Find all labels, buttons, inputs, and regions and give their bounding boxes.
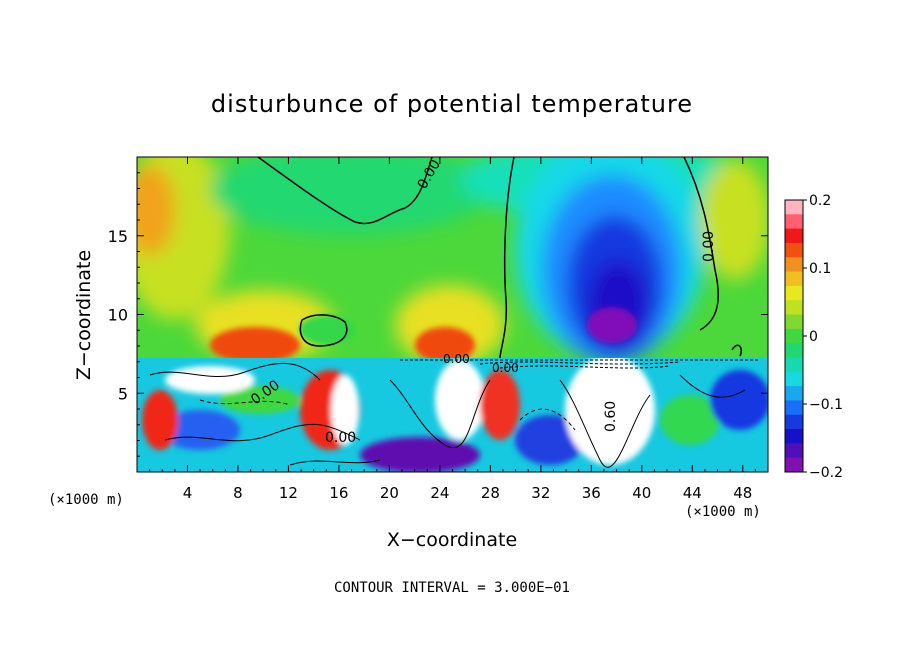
colorbar-ticks: 0.2 0.1 0 −0.1 −0.2 (803, 193, 843, 481)
y-tick-label: 15 (108, 227, 128, 246)
colorbar-swatch (785, 300, 803, 316)
x-tick-label: 40 (632, 484, 651, 502)
field-blob-green-box (299, 315, 355, 345)
colorbar-swatch (785, 285, 803, 301)
x-tick-label: 44 (683, 484, 702, 502)
x-unit-label: (×1000 m) (685, 504, 761, 520)
x-tick-label: 16 (329, 484, 348, 502)
field-lower-green-2 (660, 395, 720, 445)
contour-band (400, 359, 760, 369)
x-tick-label: 24 (430, 484, 449, 502)
x-tick-label: 36 (582, 484, 601, 502)
field-lower-red-3 (142, 390, 178, 450)
field-lower-white-1 (331, 375, 359, 445)
field-lower-blue-3 (710, 370, 768, 430)
colorbar-swatch (785, 386, 803, 401)
colorbar (784, 199, 804, 473)
upper-contours (257, 157, 743, 358)
field-lower-green-1 (220, 386, 300, 414)
x-tick-label: 28 (481, 484, 500, 502)
colorbar-tick-label: −0.2 (809, 465, 843, 481)
y-axis-ticks: 5 10 15 (108, 172, 768, 457)
colorbar-swatch (785, 443, 803, 459)
field-lower-white-3 (565, 358, 655, 465)
contour-interval-footer: CONTOUR INTERVAL = 3.000E−01 (334, 580, 570, 596)
lower-contours (149, 362, 746, 468)
x-tick-label: 12 (279, 484, 298, 502)
x-tick-label: 4 (183, 484, 193, 502)
field-lower-purple-1 (360, 437, 480, 472)
y-tick-label: 5 (118, 384, 128, 403)
colorbar-swatch (785, 200, 803, 215)
colorbar-swatch (785, 429, 803, 444)
field-blob-green-top (210, 157, 490, 235)
field-lower-red-2 (480, 370, 520, 440)
colorbar-swatch (785, 271, 803, 287)
colorbar-swatch (785, 357, 803, 373)
field-blob-yellow-right (700, 160, 768, 280)
x-tick-label: 20 (380, 484, 399, 502)
colorbar-swatch (785, 343, 803, 358)
colorbar-swatch (785, 242, 803, 258)
y-axis-label: Z−coordinate (73, 250, 95, 380)
colorbar-swatch (785, 457, 803, 473)
colorbar-tick-label: 0.1 (809, 261, 831, 277)
colorbar-tick-label: −0.1 (809, 397, 843, 413)
heatmap-field (137, 157, 768, 472)
colorbar-swatch (785, 228, 803, 244)
x-axis-label: X−coordinate (387, 529, 517, 551)
contour-label: 0.00 (443, 352, 470, 366)
colorbar-swatch (785, 314, 803, 330)
colorbar-swatch (785, 371, 803, 387)
colorbar-swatch (785, 214, 803, 230)
contour-label: 0.60 (603, 401, 619, 432)
field-blob-red-left (210, 327, 300, 358)
colorbar-swatch (785, 400, 803, 416)
x-tick-label: 48 (733, 484, 752, 502)
contour-label: 0.00 (701, 231, 717, 262)
field-blob-orange-left (137, 165, 175, 255)
contour-label: 0.00 (325, 430, 356, 446)
field-lower-white-2 (435, 360, 485, 440)
colorbar-tick-label: 0 (809, 329, 818, 345)
y-unit-label: (×1000 m) (48, 492, 124, 508)
colorbar-swatch (785, 328, 803, 344)
chart-title: disturbunce of potential temperature (211, 90, 693, 118)
field-blob-purple (587, 307, 637, 343)
x-tick-label: 8 (233, 484, 243, 502)
y-tick-label: 10 (108, 306, 128, 325)
colorbar-swatch (785, 257, 803, 273)
field-lower-white-4 (165, 366, 255, 394)
colorbar-swatch (785, 414, 803, 430)
x-tick-label: 32 (531, 484, 550, 502)
field-blob-red-right (415, 327, 475, 358)
contour-label: 0.00 (492, 361, 519, 375)
x-axis-ticks: 4 8 12 16 20 24 28 32 36 40 44 48 (149, 157, 756, 502)
colorbar-tick-label: 0.2 (809, 193, 831, 209)
